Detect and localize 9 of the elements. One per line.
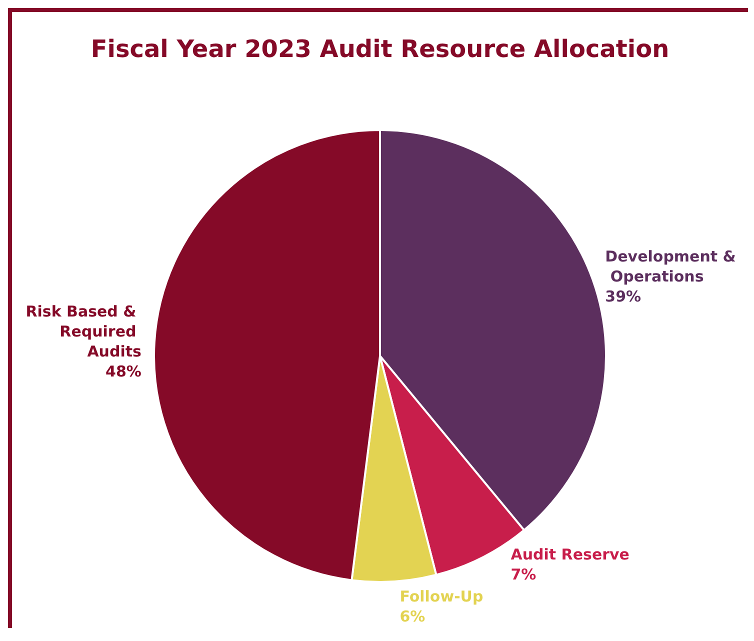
slice-label: Development & Operations — [605, 248, 736, 286]
chart-title: Fiscal Year 2023 Audit Resource Allocation — [90, 35, 670, 63]
slice-label: Follow-Up — [400, 587, 484, 606]
data-label: 48% — [106, 362, 142, 380]
data-label: 39% — [605, 288, 642, 306]
slice-label: Risk Based & Required Audits — [26, 302, 142, 360]
slice-label: Audit Reserve — [510, 545, 630, 564]
data-label: 6% — [400, 607, 426, 626]
data-label: 7% — [510, 565, 536, 584]
